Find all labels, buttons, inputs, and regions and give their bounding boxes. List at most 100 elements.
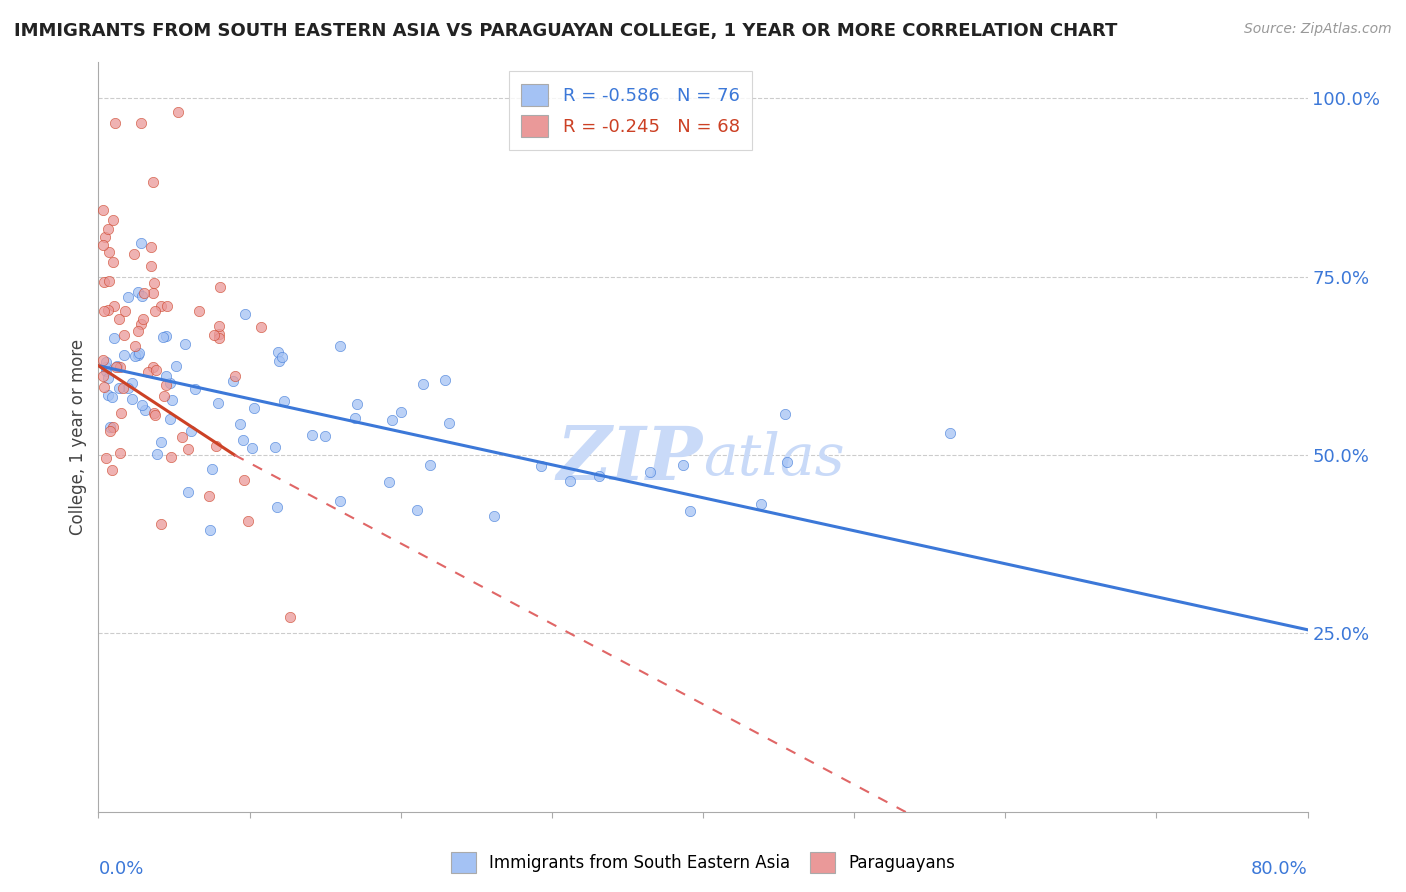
Point — [672, 458, 695, 472]
Point — [110, 406, 132, 420]
Point — [98, 420, 121, 434]
Point — [94, 229, 117, 244]
Point — [134, 403, 156, 417]
Point — [127, 348, 149, 362]
Point — [530, 458, 553, 473]
Point — [224, 369, 246, 384]
Point — [93, 275, 115, 289]
Point — [381, 413, 404, 427]
Point — [149, 516, 172, 531]
Point — [127, 324, 149, 338]
Point — [267, 345, 290, 359]
Point — [149, 300, 172, 314]
Point — [273, 394, 295, 409]
Point — [108, 312, 131, 326]
Point — [588, 469, 610, 483]
Point — [103, 330, 125, 344]
Point — [159, 412, 181, 426]
Point — [132, 286, 155, 301]
Point — [121, 376, 143, 390]
Point — [142, 285, 165, 300]
Point — [145, 304, 167, 318]
Point — [638, 465, 661, 479]
Point — [97, 274, 120, 288]
Point — [240, 441, 263, 455]
Point — [112, 327, 135, 342]
Point — [236, 514, 259, 528]
Point — [101, 213, 124, 227]
Point — [412, 377, 434, 392]
Point — [328, 494, 350, 508]
Point — [314, 429, 336, 443]
Point — [419, 458, 441, 472]
Point — [100, 390, 122, 404]
Text: IMMIGRANTS FROM SOUTH EASTERN ASIA VS PARAGUAYAN COLLEGE, 1 YEAR OR MORE CORRELA: IMMIGRANTS FROM SOUTH EASTERN ASIA VS PA… — [14, 22, 1118, 40]
Point — [207, 396, 229, 410]
Point — [131, 289, 153, 303]
Point — [160, 450, 183, 464]
Point — [180, 424, 202, 438]
Point — [96, 450, 118, 465]
Point — [209, 279, 232, 293]
Point — [405, 503, 427, 517]
Point — [124, 247, 146, 261]
Point — [142, 175, 165, 189]
Point — [389, 405, 412, 419]
Point — [184, 382, 207, 396]
Point — [117, 381, 139, 395]
Point — [129, 236, 152, 251]
Point — [233, 307, 256, 321]
Point — [229, 417, 252, 432]
Y-axis label: College, 1 year or more: College, 1 year or more — [69, 339, 87, 535]
Point — [198, 523, 221, 537]
Point — [155, 377, 177, 392]
Point — [243, 401, 266, 416]
Point — [156, 300, 179, 314]
Point — [172, 430, 194, 444]
Point — [155, 329, 177, 343]
Text: ZIP: ZIP — [557, 424, 703, 496]
Point — [208, 326, 231, 341]
Point — [91, 237, 114, 252]
Point — [104, 359, 127, 374]
Point — [97, 303, 120, 318]
Point — [278, 610, 301, 624]
Point — [329, 339, 352, 353]
Legend: Immigrants from South Eastern Asia, Paraguayans: Immigrants from South Eastern Asia, Para… — [444, 846, 962, 880]
Point — [301, 427, 323, 442]
Point — [142, 406, 165, 420]
Point — [165, 359, 187, 374]
Point — [103, 255, 125, 269]
Point — [91, 202, 114, 217]
Point — [679, 504, 702, 518]
Point — [177, 442, 200, 457]
Text: 80.0%: 80.0% — [1251, 861, 1308, 879]
Point — [97, 222, 120, 236]
Point — [93, 304, 115, 318]
Point — [208, 331, 231, 345]
Point — [266, 500, 288, 515]
Point — [132, 312, 155, 326]
Point — [110, 446, 132, 460]
Point — [267, 354, 290, 368]
Point — [201, 462, 224, 476]
Point — [111, 380, 134, 394]
Point — [434, 373, 457, 387]
Point — [187, 303, 209, 318]
Text: 0.0%: 0.0% — [98, 861, 143, 879]
Point — [104, 116, 127, 130]
Point — [202, 328, 225, 343]
Point — [96, 371, 118, 385]
Legend: R = -0.586   N = 76, R = -0.245   N = 68: R = -0.586 N = 76, R = -0.245 N = 68 — [509, 71, 752, 150]
Point — [91, 368, 114, 383]
Point — [776, 454, 799, 468]
Point — [198, 489, 221, 503]
Point — [121, 392, 143, 406]
Point — [142, 359, 165, 374]
Point — [263, 440, 285, 454]
Point — [149, 434, 172, 449]
Point — [346, 397, 368, 411]
Point — [141, 259, 163, 273]
Point — [107, 381, 129, 395]
Point — [128, 346, 150, 360]
